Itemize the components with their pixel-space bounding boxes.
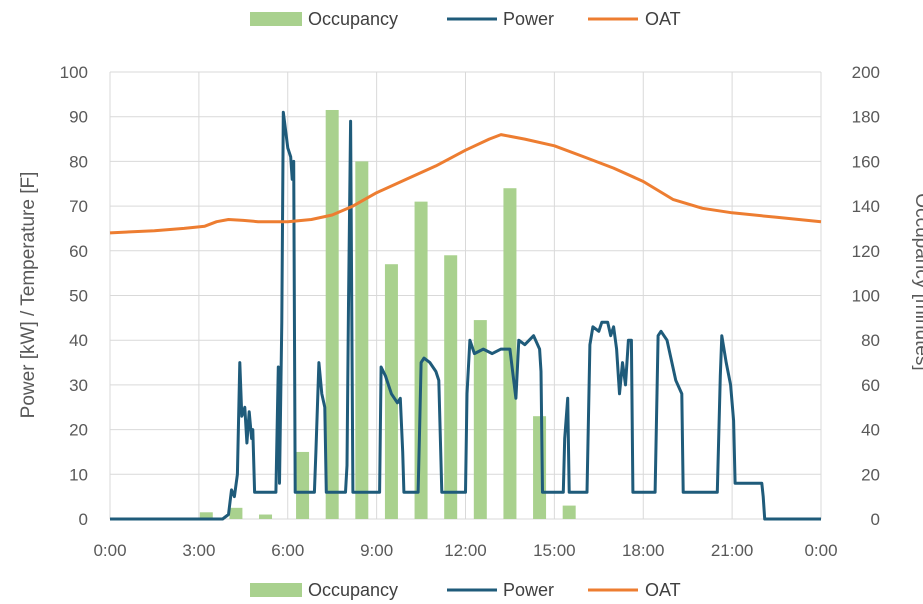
occupancy-bar (199, 512, 213, 519)
y-right-tick-label: 200 (852, 63, 880, 82)
x-tick-label: 9:00 (360, 541, 393, 560)
legend-swatch-occupancy (250, 12, 302, 26)
y-right-tick-label: 100 (852, 287, 880, 306)
legend-swatch-occupancy (250, 583, 302, 597)
y-right-tick-label: 0 (871, 510, 880, 529)
power-line (110, 110, 821, 521)
y-right-tick-label: 60 (861, 376, 880, 395)
y-left-tick-label: 90 (69, 108, 88, 127)
occupancy-bar (296, 451, 310, 519)
y-left-tick-label: 100 (60, 63, 88, 82)
grid (109, 71, 822, 520)
legend-label-occupancy: Occupancy (308, 580, 398, 600)
y-left-tick-label: 80 (69, 152, 88, 171)
y-left-tick-label: 40 (69, 331, 88, 350)
y-left-tick-label: 0 (79, 510, 88, 529)
y-right-axis-title: Occupancy [minutes] (911, 193, 923, 370)
y-left-tick-label: 70 (69, 197, 88, 216)
y-right-tick-label: 180 (852, 108, 880, 127)
y-right-tick-label: 120 (852, 242, 880, 261)
legend-label-oat: OAT (645, 9, 681, 29)
occupancy-bar (355, 161, 369, 519)
y-left-tick-label: 10 (69, 465, 88, 484)
y-right-tick-label: 140 (852, 197, 880, 216)
occupancy-bar (325, 109, 339, 520)
y-left-tick-labels: 0 10 20 30 40 50 60 70 80 90 100 (60, 63, 88, 529)
y-right-tick-label: 160 (852, 152, 880, 171)
oat-line (109, 133, 822, 235)
y-right-tick-label: 40 (861, 421, 880, 440)
y-right-tick-labels: 0 20 40 60 80 100 120 140 160 180 200 (852, 63, 880, 529)
occupancy-bars (199, 109, 576, 520)
legend-label-occupancy: Occupancy (308, 9, 398, 29)
occupancy-bar (473, 320, 487, 519)
occupancy-bar (562, 505, 576, 519)
y-right-tick-label: 80 (861, 331, 880, 350)
y-left-tick-label: 60 (69, 242, 88, 261)
legend-bottom: Occupancy Power OAT (250, 580, 681, 600)
x-tick-label: 15:00 (533, 541, 576, 560)
x-tick-label: 0:00 (93, 541, 126, 560)
x-tick-labels: 0:00 3:00 6:00 9:00 12:00 15:00 18:00 21:00 0:00 (93, 541, 837, 560)
x-tick-label: 3:00 (182, 541, 215, 560)
legend-top: Occupancy Power OAT (250, 9, 681, 29)
y-left-axis-title: Power [kW] / Temperature [F] (18, 172, 39, 419)
x-tick-label: 12:00 (444, 541, 487, 560)
y-left-tick-label: 20 (69, 421, 88, 440)
occupancy-bar (229, 507, 243, 519)
x-tick-label: 21:00 (711, 541, 754, 560)
y-left-tick-label: 50 (69, 287, 88, 306)
occupancy-bar (259, 514, 273, 519)
legend-label-oat: OAT (645, 580, 681, 600)
y-left-tick-label: 30 (69, 376, 88, 395)
x-tick-label: 0:00 (804, 541, 837, 560)
y-right-tick-label: 20 (861, 465, 880, 484)
legend-label-power: Power (503, 580, 554, 600)
occupancy-bar (533, 416, 547, 519)
x-tick-label: 18:00 (622, 541, 665, 560)
x-tick-label: 6:00 (271, 541, 304, 560)
legend-label-power: Power (503, 9, 554, 29)
occupancy-bar (444, 255, 458, 519)
